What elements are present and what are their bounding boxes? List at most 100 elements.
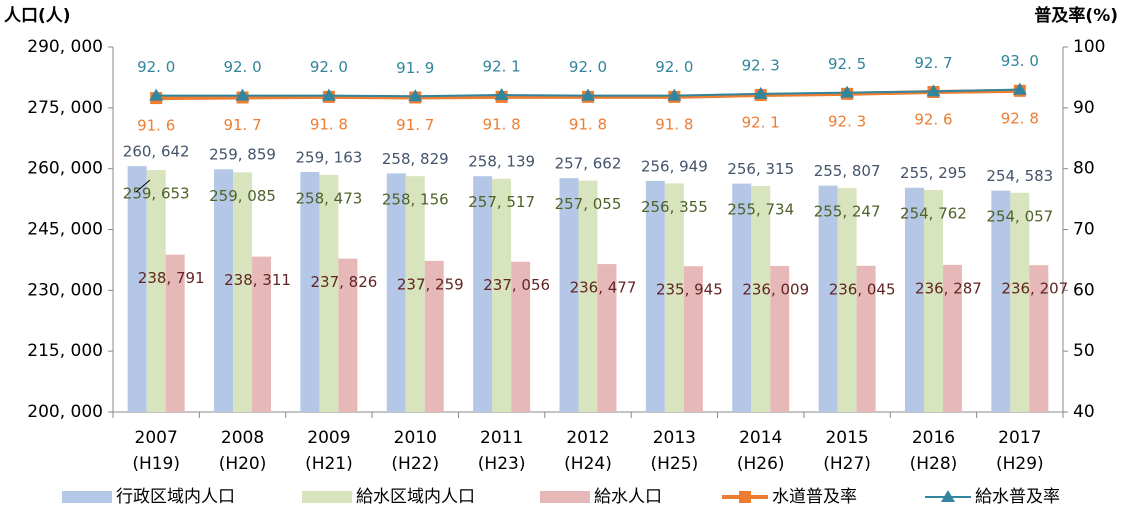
value-label: 92. 8 xyxy=(1001,109,1039,127)
y-tick-label: 230, 000 xyxy=(27,280,103,300)
value-label: 255, 247 xyxy=(814,202,881,220)
value-label: 256, 949 xyxy=(641,158,708,176)
marker xyxy=(753,86,768,99)
marker xyxy=(840,85,855,98)
value-label: 257, 517 xyxy=(468,193,535,211)
bar xyxy=(1010,192,1030,412)
x-tick-sublabel: (H24) xyxy=(564,454,612,474)
legend-label: 給水普及率 xyxy=(975,487,1060,507)
bar xyxy=(424,260,444,412)
y2-tick-label: 70 xyxy=(1073,220,1095,240)
bar xyxy=(837,187,857,412)
value-label: 256, 315 xyxy=(727,160,794,178)
x-tick-sublabel: (H29) xyxy=(996,454,1044,474)
value-label: 236, 207 xyxy=(1001,280,1068,298)
value-label: 237, 826 xyxy=(311,273,378,291)
y-tick-label: 275, 000 xyxy=(27,98,103,118)
value-label: 91. 8 xyxy=(655,115,693,133)
y-tick-label: 215, 000 xyxy=(27,341,103,361)
value-label: 255, 807 xyxy=(814,162,881,180)
value-label: 257, 055 xyxy=(555,195,622,213)
y-axis-title: 人口(人) xyxy=(4,6,71,26)
y2-axis-title: 普及率(%) xyxy=(1034,5,1118,26)
value-label: 259, 085 xyxy=(209,187,276,205)
value-label: 260, 642 xyxy=(123,143,190,161)
bar xyxy=(645,181,665,412)
value-label: 91. 8 xyxy=(310,115,348,133)
value-label: 92. 0 xyxy=(223,58,261,76)
x-tick-sublabel: (H27) xyxy=(823,454,871,474)
value-label: 237, 259 xyxy=(397,275,464,293)
marker xyxy=(408,89,423,102)
value-label: 92. 3 xyxy=(828,112,866,130)
value-label: 92. 6 xyxy=(914,111,952,129)
x-tick-sublabel: (H25) xyxy=(651,454,699,474)
value-label: 256, 355 xyxy=(641,198,708,216)
bar xyxy=(904,187,924,412)
x-tick-label: 2015 xyxy=(825,428,868,448)
marker xyxy=(149,88,164,101)
bar xyxy=(578,180,598,412)
x-tick-sublabel: (H23) xyxy=(478,454,526,474)
bar xyxy=(473,176,493,412)
y2-tick-label: 100 xyxy=(1073,37,1105,57)
value-label: 236, 045 xyxy=(829,280,896,298)
value-label: 92. 5 xyxy=(828,55,866,73)
bar xyxy=(1029,265,1049,412)
value-label: 258, 139 xyxy=(468,153,535,171)
value-label: 92. 1 xyxy=(483,58,521,76)
marker xyxy=(926,84,941,97)
value-label: 92. 0 xyxy=(137,58,175,76)
bar xyxy=(252,256,272,412)
y2-tick-label: 80 xyxy=(1073,159,1095,179)
x-tick-label: 2014 xyxy=(739,428,782,448)
value-label: 92. 0 xyxy=(310,58,348,76)
value-label: 91. 8 xyxy=(569,115,607,133)
legend-marker xyxy=(739,491,751,503)
bar xyxy=(770,265,790,412)
bar xyxy=(214,169,234,412)
value-label: 236, 009 xyxy=(742,280,809,298)
value-label: 254, 583 xyxy=(986,167,1053,185)
y-tick-label: 200, 000 xyxy=(27,402,103,422)
bar xyxy=(405,176,425,412)
bar xyxy=(597,264,617,412)
bar xyxy=(319,174,339,412)
value-label: 255, 295 xyxy=(900,164,967,182)
value-label: 92. 0 xyxy=(569,58,607,76)
value-label: 93. 0 xyxy=(1001,52,1039,70)
value-label: 91. 6 xyxy=(137,117,175,135)
bar xyxy=(338,258,358,412)
value-label: 254, 762 xyxy=(900,204,967,222)
x-tick-label: 2012 xyxy=(566,428,609,448)
value-label: 254, 057 xyxy=(986,207,1053,225)
bar xyxy=(146,170,166,412)
marker xyxy=(235,88,250,101)
x-tick-label: 2016 xyxy=(912,428,955,448)
y2-tick-label: 50 xyxy=(1073,341,1095,361)
bar xyxy=(856,265,876,412)
y-tick-label: 290, 000 xyxy=(27,37,103,57)
bar xyxy=(165,254,185,412)
value-label: 92. 7 xyxy=(914,54,952,72)
legend-swatch xyxy=(302,491,352,503)
bar xyxy=(127,166,147,412)
value-label: 236, 287 xyxy=(915,279,982,297)
x-tick-label: 2011 xyxy=(480,428,523,448)
marker xyxy=(1012,82,1027,95)
bar xyxy=(511,261,531,412)
value-label: 92. 3 xyxy=(742,56,780,74)
value-label: 235, 945 xyxy=(656,281,723,299)
bar xyxy=(664,183,684,412)
x-tick-sublabel: (H20) xyxy=(219,454,267,474)
value-label: 255, 734 xyxy=(727,200,794,218)
value-label: 259, 163 xyxy=(296,149,363,167)
x-tick-label: 2010 xyxy=(394,428,437,448)
marker xyxy=(494,88,509,101)
x-tick-label: 2009 xyxy=(307,428,350,448)
bar xyxy=(818,185,838,412)
y2-tick-label: 60 xyxy=(1073,280,1095,300)
bar xyxy=(300,172,320,412)
legend-marker xyxy=(941,490,955,502)
